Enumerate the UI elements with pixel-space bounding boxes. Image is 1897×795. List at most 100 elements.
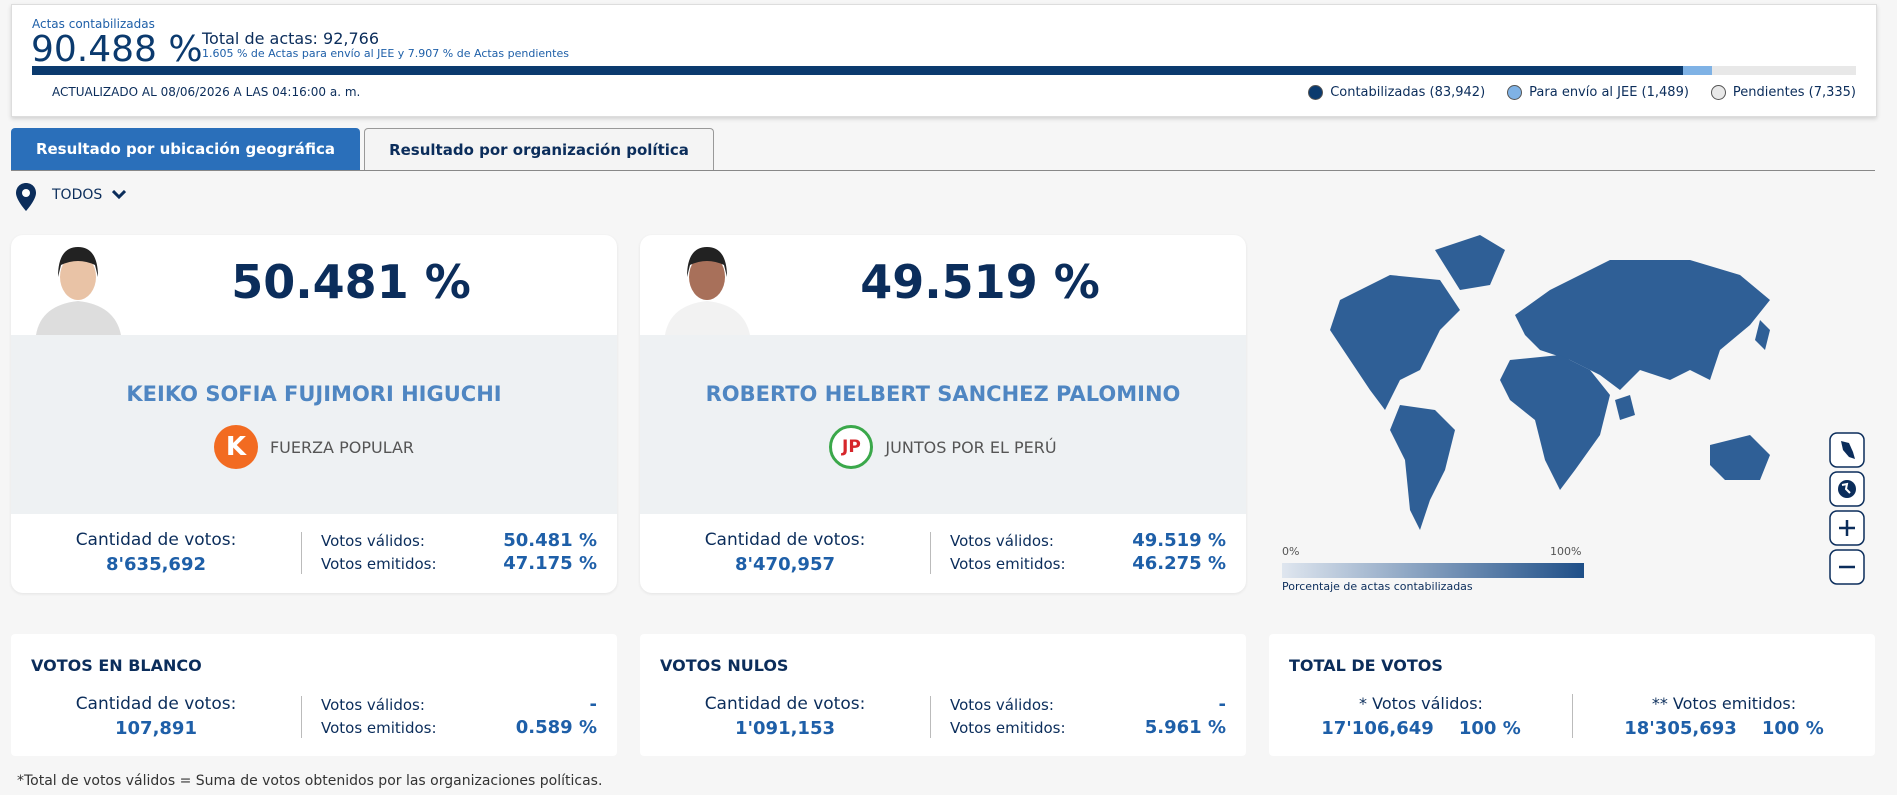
- legend-label: Contabilizadas (83,942): [1330, 85, 1486, 100]
- stats: Cantidad de votos: 8'470,957 Votos válidos…: [640, 530, 1246, 590]
- party: K FUERZA POPULAR: [11, 425, 617, 469]
- footnote: *Total de votos válidos = Suma de votos …: [17, 773, 603, 789]
- legend-item: Para envío al JEE (1,489): [1507, 85, 1689, 100]
- zoom-out-button[interactable]: [1829, 549, 1865, 585]
- candidate-percent: 50.481 %: [231, 255, 471, 309]
- tab[interactable]: Resultado por ubicación geográfica: [11, 128, 360, 170]
- summary-title: VOTOS NULOS: [660, 656, 789, 675]
- emitted: 47.175 %: [503, 553, 597, 574]
- divider: [930, 696, 931, 738]
- votes-label: Cantidad de votos:: [704, 530, 866, 550]
- candidate-card: 49.519 % ROBERTO HELBERT SANCHEZ PALOMINO…: [640, 235, 1246, 593]
- summary-card: VOTOS EN BLANCO Cantidad de votos: 107,891…: [11, 634, 617, 756]
- party-logo: JP: [829, 425, 874, 469]
- total-valid-votes: 17'106,649: [1321, 718, 1434, 739]
- party-name: FUERZA POPULAR: [269, 437, 415, 457]
- valid-label: Votos válidos:: [950, 696, 1054, 714]
- legend-label: Para envío al JEE (1,489): [1529, 85, 1689, 100]
- emitted: 0.589 %: [515, 717, 597, 738]
- emitted-label: Votos emitidos:: [950, 555, 1066, 573]
- valid: 49.519 %: [1132, 530, 1226, 551]
- pin-icon: [16, 183, 36, 211]
- world-map: [1330, 235, 1770, 530]
- chevron: [112, 190, 127, 200]
- total-valid: 17'106,649 100 %: [1269, 718, 1573, 739]
- party-name: JUNTOS POR EL PERÚ: [885, 437, 1057, 457]
- emitted: 46.275 %: [1132, 553, 1226, 574]
- party-logo: K: [213, 425, 258, 469]
- map-min: 0%: [1282, 545, 1300, 558]
- summary-title: VOTOS EN BLANCO: [31, 656, 202, 675]
- legend-label: Pendientes (7,335): [1732, 85, 1856, 100]
- summary-card: VOTOS NULOS Cantidad de votos: 1'091,153 Vo…: [640, 634, 1246, 756]
- total-actas: Total de actas: 92,766: [202, 29, 380, 48]
- map-gradient: [1282, 563, 1584, 578]
- divider: [930, 532, 931, 574]
- filter-label: TODOS: [52, 187, 103, 203]
- candidate-name: KEIKO SOFIA FUJIMORI HIGUCHI: [126, 382, 502, 406]
- total-emitted-label: ** Votos emitidos:: [1651, 694, 1797, 713]
- header: Actas contabilizadas 90.488 % Total de a…: [11, 4, 1877, 117]
- candidate-percent: 49.519 %: [860, 255, 1100, 309]
- candidate-band: KEIKO SOFIA FUJIMORI HIGUCHI K FUERZA POPU…: [11, 335, 617, 514]
- emitted: 5.961 %: [1144, 717, 1226, 738]
- total-emitted: 18'305,693 100 %: [1573, 718, 1875, 739]
- tab[interactable]: Resultado por organización política: [364, 128, 714, 170]
- total-valid-label: * Votos válidos:: [1359, 694, 1483, 713]
- peru-button[interactable]: [1829, 432, 1865, 468]
- emitted-label: Votos emitidos:: [950, 719, 1066, 737]
- legend: Contabilizadas (83,942) Para envío al JEE…: [1308, 85, 1856, 100]
- valid-label: Votos válidos:: [321, 696, 425, 714]
- candidate-photo: [36, 247, 121, 335]
- votes-label: Cantidad de votos:: [75, 530, 237, 550]
- updated: ACTUALIZADO AL 08/06/2026 A LAS 04:16:00…: [52, 85, 361, 99]
- progress-segment: [1682, 66, 1712, 75]
- tab-line: [11, 170, 1875, 171]
- legend-dot: [1308, 85, 1324, 100]
- valid-label: Votos válidos:: [321, 532, 425, 550]
- valid: 50.481 %: [503, 530, 597, 551]
- stats: Cantidad de votos: 107,891 Votos válidos: -…: [11, 694, 617, 754]
- candidate-card: 50.481 % KEIKO SOFIA FUJIMORI HIGUCHI K FUE…: [11, 235, 617, 593]
- total-title: TOTAL DE VOTOS: [1289, 656, 1443, 675]
- total-emitted-pct: 100 %: [1761, 718, 1824, 739]
- votes: 8'470,957: [734, 554, 836, 575]
- legend-dot: [1507, 85, 1523, 100]
- votes-label: Cantidad de votos:: [75, 694, 237, 714]
- emitted-label: Votos emitidos:: [321, 719, 437, 737]
- candidate-name: ROBERTO HELBERT SANCHEZ PALOMINO: [705, 382, 1181, 406]
- total-card: TOTAL DE VOTOS * Votos válidos: 17'106,6…: [1269, 634, 1875, 756]
- map-controls: [1829, 432, 1865, 585]
- party: JP JUNTOS POR EL PERÚ: [640, 425, 1246, 469]
- progress-segment: [32, 66, 1683, 75]
- candidate-band: ROBERTO HELBERT SANCHEZ PALOMINO JP JUNTOS…: [640, 335, 1246, 514]
- legend-item: Contabilizadas (83,942): [1308, 85, 1485, 100]
- legend-item: Pendientes (7,335): [1710, 85, 1856, 100]
- actas-detail: 1.605 % de Actas para envío al JEE y 7.9…: [202, 47, 569, 60]
- progress-segment: [1711, 66, 1856, 75]
- zoom-in-button[interactable]: [1829, 510, 1865, 546]
- divider: [1572, 694, 1573, 738]
- emitted-label: Votos emitidos:: [321, 555, 437, 573]
- votes: 107,891: [115, 718, 197, 739]
- actas-percent: 90.488 %: [31, 29, 203, 70]
- valid-label: Votos válidos:: [950, 532, 1054, 550]
- progress-bar: [32, 66, 1856, 75]
- legend-dot: [1710, 85, 1726, 100]
- votes: 1'091,153: [734, 718, 836, 739]
- actas-label: Actas contabilizadas: [32, 17, 155, 31]
- map-max: 100%: [1550, 545, 1582, 558]
- divider: [301, 532, 302, 574]
- world-button[interactable]: [1829, 471, 1865, 507]
- candidate-photo: [665, 247, 750, 335]
- valid: -: [1218, 694, 1226, 715]
- total-emitted-votes: 18'305,693: [1624, 718, 1737, 739]
- valid: -: [589, 694, 597, 715]
- filter[interactable]: TODOS: [52, 187, 127, 203]
- map-caption: Porcentaje de actas contabilizadas: [1282, 580, 1473, 593]
- total-valid-pct: 100 %: [1458, 718, 1521, 739]
- divider: [301, 696, 302, 738]
- stats: Cantidad de votos: 8'635,692 Votos válidos…: [11, 530, 617, 590]
- votes: 8'635,692: [105, 554, 207, 575]
